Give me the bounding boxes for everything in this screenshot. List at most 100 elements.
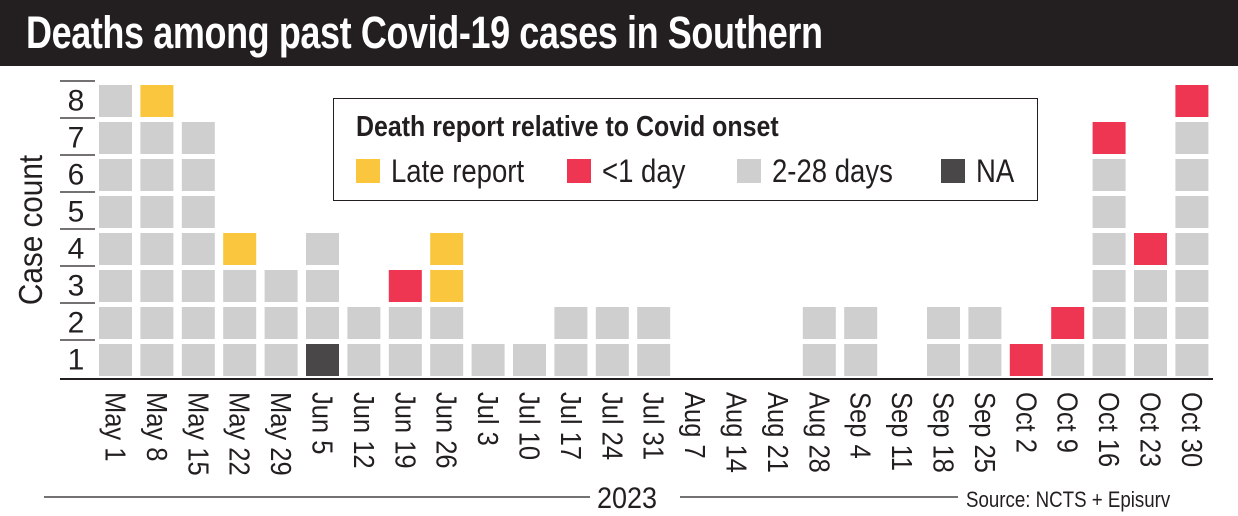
bar-cell-oct-30-d2_28-1: [1175, 344, 1209, 376]
y-tick-label-5: 5: [68, 196, 85, 229]
legend: Death report relative to Covid onset Lat…: [333, 98, 1038, 201]
x-tick-label-may-29: May 29: [265, 392, 298, 476]
bar-cell-may-15-d2_28-1: [181, 344, 215, 376]
bar-cell-jun-19-lt1-1: [388, 270, 422, 302]
bar-cell-may-29-d2_28-2: [264, 307, 298, 339]
bar-cell-jul-17-d2_28-1: [554, 344, 588, 376]
bar-cell-oct-16-d2_28-6: [1092, 159, 1126, 191]
bar-cell-may-1-d2_28-6: [99, 159, 132, 191]
bar-cell-jun-5-na-1: [306, 344, 339, 376]
bar-cell-sep-25-d2_28-1: [968, 344, 1002, 376]
x-tick-label-jun-26: Jun 26: [430, 392, 463, 469]
y-tick-label-6: 6: [68, 159, 85, 192]
x-tick-label-may-15: May 15: [182, 392, 215, 476]
bar-cell-oct-23-d2_28-2: [1134, 307, 1167, 339]
bar-cell-aug-28-d2_28-2: [802, 307, 836, 339]
legend-label-2-28-days: 2-28 days: [772, 152, 893, 189]
y-tick-label-4: 4: [68, 233, 85, 266]
x-tick-label-may-8: May 8: [141, 392, 174, 461]
bar-cell-may-15-d2_28-3: [181, 270, 215, 302]
bar-cell-may-15-d2_28-4: [181, 233, 215, 265]
x-tick-label-aug-14: Aug 14: [720, 392, 753, 473]
bar-cell-may-1-d2_28-7: [99, 122, 132, 154]
bar-cell-may-8-d2_28-6: [140, 159, 174, 191]
bar-cell-may-8-d2_28-3: [140, 270, 174, 302]
x-tick-label-jun-12: Jun 12: [348, 392, 381, 469]
legend-item-late-report: Late report: [356, 153, 546, 189]
bar-cell-may-29-d2_28-3: [264, 270, 298, 302]
bar-cell-jun-26-d2_28-1: [430, 344, 464, 376]
legend-swatch-2-28-days: [737, 159, 761, 183]
x-tick-label-sep-11: Sep 11: [886, 392, 919, 471]
bar-cell-may-1-d2_28-4: [99, 233, 132, 265]
legend-label-na: NA: [976, 152, 1015, 189]
bar-cell-jun-5-d2_28-2: [306, 270, 339, 302]
bar-cell-oct-16-d2_28-5: [1092, 196, 1126, 228]
bar-cell-may-8-d2_28-1: [140, 344, 174, 376]
x-tick-label-jun-5: Jun 5: [306, 392, 339, 454]
bar-cell-may-29-d2_28-1: [264, 344, 298, 376]
x-tick-label-oct-30: Oct 30: [1176, 392, 1209, 467]
x-tick-label-oct-2: Oct 2: [1010, 392, 1043, 453]
footer-year: 2023: [597, 482, 658, 515]
y-tick-label-8: 8: [68, 85, 85, 118]
bar-cell-may-15-d2_28-7: [181, 122, 215, 154]
bar-cell-jun-12-d2_28-2: [347, 307, 381, 339]
x-tick-label-may-22: May 22: [223, 392, 256, 476]
bar-cell-oct-2-lt1-1: [1009, 344, 1043, 376]
bar-cell-oct-30-lt1-1: [1175, 85, 1209, 117]
x-tick-label-aug-21: Aug 21: [762, 392, 795, 473]
bar-cell-may-15-d2_28-5: [181, 196, 215, 228]
bar-cell-sep-25-d2_28-2: [968, 307, 1002, 339]
bar-cell-jul-24-d2_28-1: [595, 344, 629, 376]
bar-cell-sep-18-d2_28-2: [927, 307, 960, 339]
x-tick-label-oct-9: Oct 9: [1051, 392, 1084, 453]
bar-cell-may-8-late-1: [140, 85, 174, 117]
y-tick-label-3: 3: [68, 270, 85, 303]
x-tick-label-jul-10: Jul 10: [513, 392, 546, 460]
bar-cell-oct-30-d2_28-5: [1175, 196, 1209, 228]
legend-title: Death report relative to Covid onset: [356, 111, 779, 143]
bar-cell-jul-31-d2_28-2: [637, 307, 671, 339]
bar-cell-may-1-d2_28-3: [99, 270, 132, 302]
bar-cell-sep-18-d2_28-1: [927, 344, 960, 376]
bar-cell-jun-26-late-1: [430, 270, 464, 302]
bar-cell-oct-30-d2_28-7: [1175, 122, 1209, 154]
bar-cell-jul-24-d2_28-2: [595, 307, 629, 339]
bar-cell-oct-30-d2_28-6: [1175, 159, 1209, 191]
bar-cell-oct-23-d2_28-1: [1134, 344, 1167, 376]
y-axis-title: Case count: [13, 155, 50, 305]
bar-cell-jul-17-d2_28-2: [554, 307, 588, 339]
bar-cell-sep-4-d2_28-1: [844, 344, 878, 376]
x-tick-label-jul-3: Jul 3: [472, 392, 505, 446]
bar-cell-oct-30-d2_28-3: [1175, 270, 1209, 302]
source-note: Source: NCTS + Episurv: [966, 487, 1171, 512]
bar-cell-oct-23-d2_28-3: [1134, 270, 1167, 302]
bar-cell-may-8-d2_28-4: [140, 233, 174, 265]
bar-cell-oct-16-d2_28-2: [1092, 307, 1126, 339]
bar-cell-sep-4-d2_28-2: [844, 307, 878, 339]
x-tick-label-may-1: May 1: [99, 392, 132, 461]
bar-cell-jun-26-d2_28-2: [430, 307, 464, 339]
bar-cell-oct-30-d2_28-2: [1175, 307, 1209, 339]
bar-cell-jun-19-d2_28-2: [388, 307, 422, 339]
bar-cell-oct-16-lt1-1: [1092, 122, 1126, 154]
bar-cell-oct-16-d2_28-3: [1092, 270, 1126, 302]
x-tick-label-jul-31: Jul 31: [637, 392, 670, 460]
bar-cell-may-15-d2_28-2: [181, 307, 215, 339]
x-tick-label-sep-25: Sep 25: [969, 392, 1002, 473]
bar-cell-may-22-late-1: [223, 233, 257, 265]
bar-cell-jun-5-d2_28-1: [306, 307, 339, 339]
legend-item-na: NA: [941, 153, 1020, 189]
bar-cell-may-8-d2_28-7: [140, 122, 174, 154]
legend-label-less-than-1-day: <1 day: [602, 152, 686, 189]
bar-cell-may-1-d2_28-5: [99, 196, 132, 228]
bar-cell-jun-5-d2_28-3: [306, 233, 339, 265]
bar-cell-jun-19-d2_28-1: [388, 344, 422, 376]
x-tick-label-sep-18: Sep 18: [927, 392, 960, 473]
bar-cell-may-8-d2_28-5: [140, 196, 174, 228]
chart-title: Deaths among past Covid-19 cases in Sout…: [26, 7, 823, 58]
x-tick-label-jun-19: Jun 19: [389, 392, 422, 469]
x-tick-label-aug-7: Aug 7: [679, 392, 712, 459]
